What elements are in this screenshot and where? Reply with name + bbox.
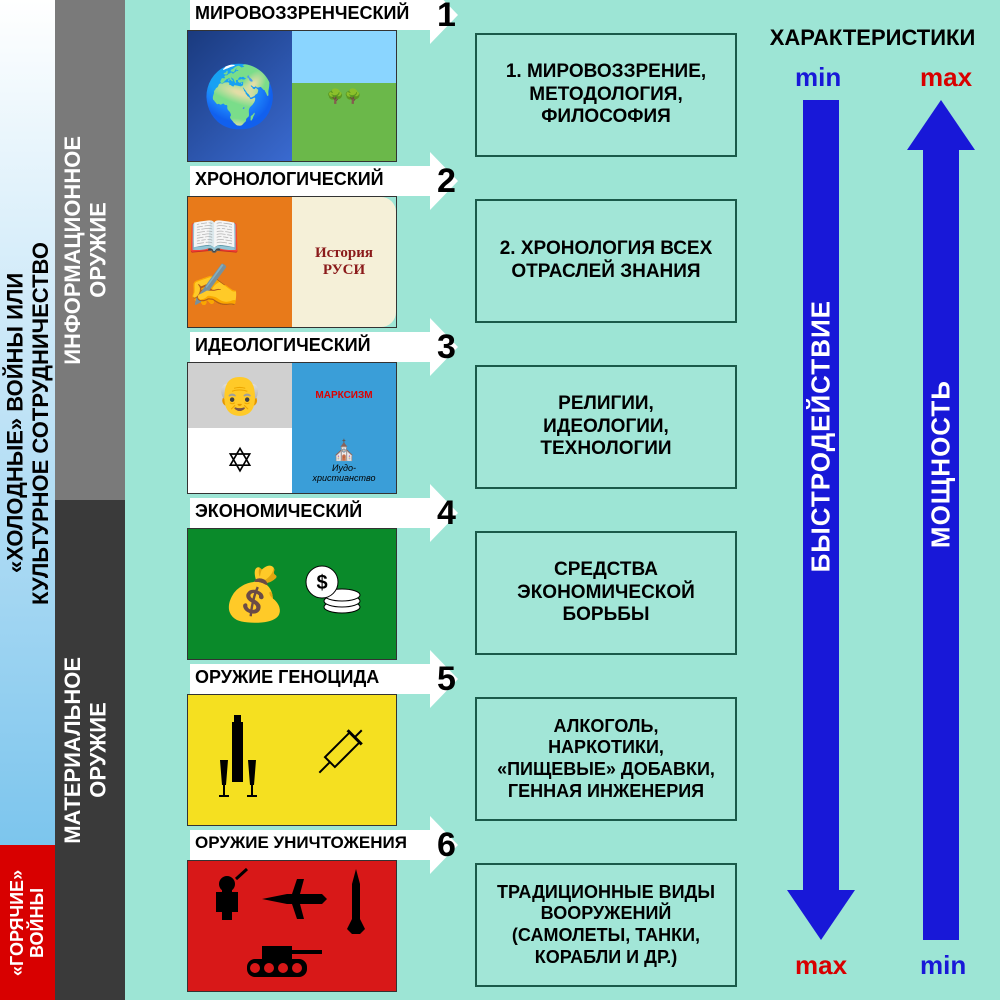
desc-5: АЛКОГОЛЬ, НАРКОТИКИ, «ПИЩЕВЫЕ» ДОБАВКИ, … bbox=[475, 697, 737, 821]
marx-icon: 👴 bbox=[216, 374, 263, 418]
star-of-david-icon: ✡ bbox=[226, 441, 255, 481]
syringe-icon bbox=[302, 720, 372, 800]
left-gradient-column: «ХОЛОДНЫЕ» ВОЙНЫ ИЛИ КУЛЬТУРНОЕ СОТРУДНИ… bbox=[0, 0, 55, 1000]
church-icon: ⛪ bbox=[332, 438, 357, 463]
bot-min: min bbox=[920, 950, 966, 981]
material-weapon-label: МАТЕРИАЛЬНОЕ ОРУЖИЕ bbox=[60, 657, 120, 844]
scroll-text: История РУСИ bbox=[315, 245, 373, 279]
arrow-6-label: ОРУЖИЕ УНИЧТОЖЕНИЯ bbox=[195, 833, 407, 853]
desc-1: 1. МИРОВОЗЗРЕНИЕ, МЕТОДОЛОГИЯ, ФИЛОСОФИЯ bbox=[475, 33, 737, 157]
arrow-2-label: ХРОНОЛОГИЧЕСКИЙ bbox=[195, 169, 384, 190]
speed-arrow: БЫСТРОДЕЙСТВИЕ bbox=[787, 100, 855, 940]
moneybag-icon: 💰 bbox=[222, 564, 287, 625]
row-4: ЭКОНОМИЧЕСКИЙ 4 💰 $ СРЕДСТВА ЭКОНОМИЧЕСК… bbox=[125, 498, 745, 664]
row-2: ХРОНОЛОГИЧЕСКИЙ 2 📖✍ История РУСИ 2. ХРО… bbox=[125, 166, 745, 332]
weapons-icon bbox=[192, 864, 392, 989]
img-3: 👴 МАРКСИЗМ ✡ ⛪ Иудо- христианство bbox=[187, 362, 397, 494]
hot-wars-label: «ГОРЯЧИЕ» ВОЙНЫ bbox=[4, 853, 52, 993]
arrow-1-num: 1 bbox=[437, 0, 456, 35]
arrow-3-label: ИДЕОЛОГИЧЕСКИЙ bbox=[195, 335, 371, 356]
img-5 bbox=[187, 694, 397, 826]
power-label: МОЩНОСТЬ bbox=[926, 380, 957, 548]
img-4: 💰 $ bbox=[187, 528, 397, 660]
info-weapon-label: ИНФОРМАЦИОННОЕ ОРУЖИЕ bbox=[60, 136, 120, 365]
desc-4: СРЕДСТВА ЭКОНОМИЧЕСКОЙ БОРЬБЫ bbox=[475, 531, 737, 655]
globe-icon: 🌍 bbox=[203, 61, 278, 132]
arrow-5-label: ОРУЖИЕ ГЕНОЦИДА bbox=[195, 667, 379, 688]
row-1: МИРОВОЗЗРЕНЧЕСКИЙ 1 🌍 🌳🌳 1. МИРОВОЗЗРЕНИ… bbox=[125, 0, 745, 166]
svg-text:$: $ bbox=[316, 572, 327, 594]
arrow-6-num: 6 bbox=[437, 826, 456, 865]
coins-icon: $ bbox=[302, 562, 362, 627]
arrow-4-label: ЭКОНОМИЧЕСКИЙ bbox=[195, 501, 362, 522]
characteristics-panel: ХАРАКТЕРИСТИКИ min max max min БЫСТРОДЕЙ… bbox=[745, 0, 1000, 1000]
book-icon: 📖✍ bbox=[188, 213, 292, 311]
category-column: ИНФОРМАЦИОННОЕ ОРУЖИЕ МАТЕРИАЛЬНОЕ ОРУЖИ… bbox=[55, 0, 125, 1000]
hot-wars-box: «ГОРЯЧИЕ» ВОЙНЫ bbox=[0, 845, 55, 1000]
top-min: min bbox=[795, 62, 841, 93]
material-weapon-box: МАТЕРИАЛЬНОЕ ОРУЖИЕ bbox=[55, 500, 125, 1000]
arrow-3-num: 3 bbox=[437, 328, 456, 367]
desc-3: РЕЛИГИИ, ИДЕОЛОГИИ, ТЕХНОЛОГИИ bbox=[475, 365, 737, 489]
img-2: 📖✍ История РУСИ bbox=[187, 196, 397, 328]
bottle-glasses-icon bbox=[212, 710, 302, 810]
arrow-4-num: 4 bbox=[437, 494, 456, 533]
speed-label: БЫСТРОДЕЙСТВИЕ bbox=[806, 300, 837, 572]
judeo-text: Иудо- христианство bbox=[313, 463, 376, 483]
desc-2: 2. ХРОНОЛОГИЯ ВСЕХ ОТРАСЛЕЙ ЗНАНИЯ bbox=[475, 199, 737, 323]
power-arrow: МОЩНОСТЬ bbox=[907, 100, 975, 940]
bot-max: max bbox=[795, 950, 847, 981]
img-1: 🌍 🌳🌳 bbox=[187, 30, 397, 162]
desc-6: ТРАДИЦИОННЫЕ ВИДЫ ВООРУЖЕНИЙ (САМОЛЕТЫ, … bbox=[475, 863, 737, 987]
cold-wars-label: «ХОЛОДНЫЕ» ВОЙНЫ ИЛИ КУЛЬТУРНОЕ СОТРУДНИ… bbox=[3, 23, 53, 823]
characteristics-title: ХАРАКТЕРИСТИКИ bbox=[745, 25, 1000, 51]
rows-container: МИРОВОЗЗРЕНЧЕСКИЙ 1 🌍 🌳🌳 1. МИРОВОЗЗРЕНИ… bbox=[125, 0, 745, 1000]
cold-wars-box: «ХОЛОДНЫЕ» ВОЙНЫ ИЛИ КУЛЬТУРНОЕ СОТРУДНИ… bbox=[0, 0, 55, 845]
info-weapon-box: ИНФОРМАЦИОННОЕ ОРУЖИЕ bbox=[55, 0, 125, 500]
top-max: max bbox=[920, 62, 972, 93]
arrow-5-num: 5 bbox=[437, 660, 456, 699]
img-6 bbox=[187, 860, 397, 992]
row-3: ИДЕОЛОГИЧЕСКИЙ 3 👴 МАРКСИЗМ ✡ ⛪ Иудо- хр… bbox=[125, 332, 745, 498]
row-5: ОРУЖИЕ ГЕНОЦИДА 5 АЛКОГОЛЬ, НАРКОТИКИ, «… bbox=[125, 664, 745, 830]
arrow-1-label: МИРОВОЗЗРЕНЧЕСКИЙ bbox=[195, 3, 409, 24]
field-icon: 🌳🌳 bbox=[327, 88, 362, 105]
marxism-text: МАРКСИЗМ bbox=[315, 390, 372, 401]
arrow-2-num: 2 bbox=[437, 162, 456, 201]
row-6: ОРУЖИЕ УНИЧТОЖЕНИЯ 6 ТРАДИЦИОННЫЕ ВИДЫ В… bbox=[125, 830, 745, 1000]
